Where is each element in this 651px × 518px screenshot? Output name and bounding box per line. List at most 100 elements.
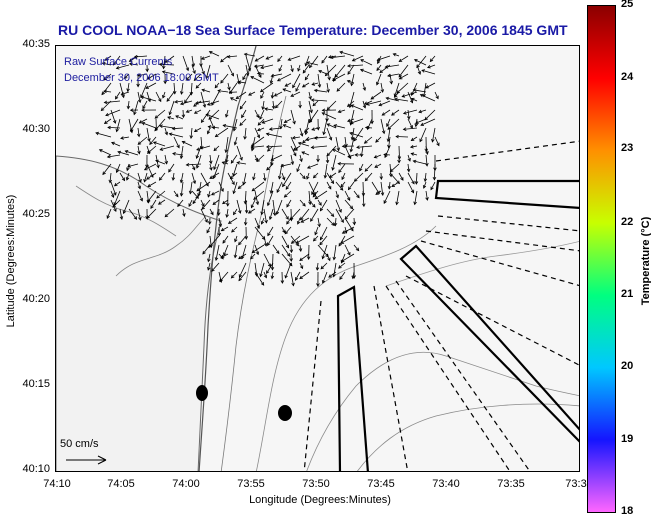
current-vector-head	[200, 119, 205, 123]
current-vector	[430, 181, 436, 190]
current-vector-head	[364, 125, 369, 130]
current-vector	[200, 136, 203, 149]
current-vector-head	[370, 96, 375, 100]
current-vector-head	[162, 94, 166, 99]
current-vector	[309, 55, 319, 68]
current-vector-head	[284, 230, 289, 235]
current-vector-head	[414, 123, 419, 128]
current-vector	[424, 172, 427, 182]
current-vector	[180, 181, 184, 196]
current-vector-head	[425, 197, 429, 201]
current-vector-head	[235, 95, 240, 100]
current-vector	[288, 55, 301, 61]
current-vector-head	[98, 149, 103, 153]
current-vector-head	[260, 211, 264, 216]
current-vector	[113, 190, 121, 206]
map-panel[interactable]	[55, 45, 580, 472]
current-vector	[391, 181, 400, 187]
current-vector-head	[309, 64, 313, 69]
current-vector	[278, 64, 283, 72]
current-vector	[201, 89, 211, 93]
current-vector-head	[312, 204, 316, 208]
current-vector	[271, 271, 274, 279]
current-vector	[344, 190, 351, 201]
current-vector	[190, 127, 193, 139]
current-vector	[141, 122, 157, 129]
chart-title: RU COOL NOAA−18 Sea Surface Temperature:…	[58, 22, 568, 38]
current-vector	[327, 100, 337, 110]
current-vector-head	[347, 71, 351, 75]
current-vector	[338, 262, 346, 269]
current-vector	[353, 127, 364, 142]
current-vector-head	[230, 72, 234, 77]
current-vector	[230, 97, 238, 102]
current-vector-head	[340, 219, 344, 224]
current-vector-head	[276, 77, 281, 82]
current-vector	[126, 163, 130, 171]
current-vector	[257, 73, 265, 75]
current-vector	[99, 149, 112, 156]
current-vector	[138, 73, 148, 76]
current-vector-head	[299, 257, 303, 261]
current-vector	[254, 154, 258, 162]
current-vector-head	[260, 220, 265, 225]
current-vector-head	[167, 116, 171, 120]
current-vector-head	[168, 111, 172, 116]
marker-north	[196, 385, 208, 401]
current-vector-head	[265, 132, 270, 137]
current-vector	[299, 172, 306, 179]
current-vector-head	[423, 178, 428, 183]
current-vector	[169, 100, 175, 115]
current-vector	[349, 132, 364, 138]
current-vector	[290, 145, 297, 156]
current-vector-head	[207, 125, 212, 129]
current-vector	[271, 91, 274, 99]
current-vector-head	[137, 99, 142, 104]
current-vector-head	[341, 144, 346, 149]
current-vector-head	[220, 188, 224, 192]
current-vector	[110, 109, 116, 124]
current-vector-head	[209, 175, 214, 179]
current-vector	[209, 172, 220, 179]
current-vector-head	[228, 90, 233, 95]
current-vector-head	[226, 54, 231, 59]
current-vector-head	[331, 166, 335, 171]
current-vector	[209, 208, 214, 215]
current-vector-head	[163, 80, 167, 85]
current-vector	[317, 73, 321, 88]
current-vector	[285, 262, 292, 279]
current-vector-head	[207, 258, 211, 263]
current-vector	[335, 136, 340, 151]
current-vector-head	[331, 222, 335, 227]
current-vector-head	[111, 194, 115, 198]
current-vector	[398, 172, 404, 181]
current-vector-head	[385, 96, 390, 101]
current-vector	[281, 172, 285, 180]
current-vector	[222, 161, 229, 165]
current-vector	[213, 154, 220, 170]
current-vector-head	[119, 216, 124, 221]
current-vector-head	[179, 101, 184, 106]
current-vector	[263, 271, 267, 278]
current-vector-head	[259, 88, 264, 93]
current-vector	[383, 190, 391, 204]
current-vector-head	[218, 223, 223, 228]
current-vector-head	[375, 139, 379, 143]
current-vector-head	[350, 82, 354, 87]
current-vector-head	[304, 76, 309, 81]
current-vector	[360, 59, 373, 66]
current-vector	[377, 55, 391, 61]
colorbar-tick: 18	[621, 505, 634, 517]
current-vector-head	[152, 141, 157, 145]
y-tick-label: 40:15	[22, 378, 50, 390]
current-vector	[195, 100, 211, 104]
current-vector-head	[311, 127, 316, 131]
current-vector	[134, 55, 148, 58]
current-vector	[233, 208, 238, 215]
current-vector-head	[180, 91, 184, 95]
current-vector	[191, 172, 196, 184]
colorbar-tick: 25	[621, 0, 634, 10]
current-vector	[200, 64, 205, 75]
current-vector-head	[146, 215, 150, 219]
current-vector-head	[191, 63, 196, 68]
